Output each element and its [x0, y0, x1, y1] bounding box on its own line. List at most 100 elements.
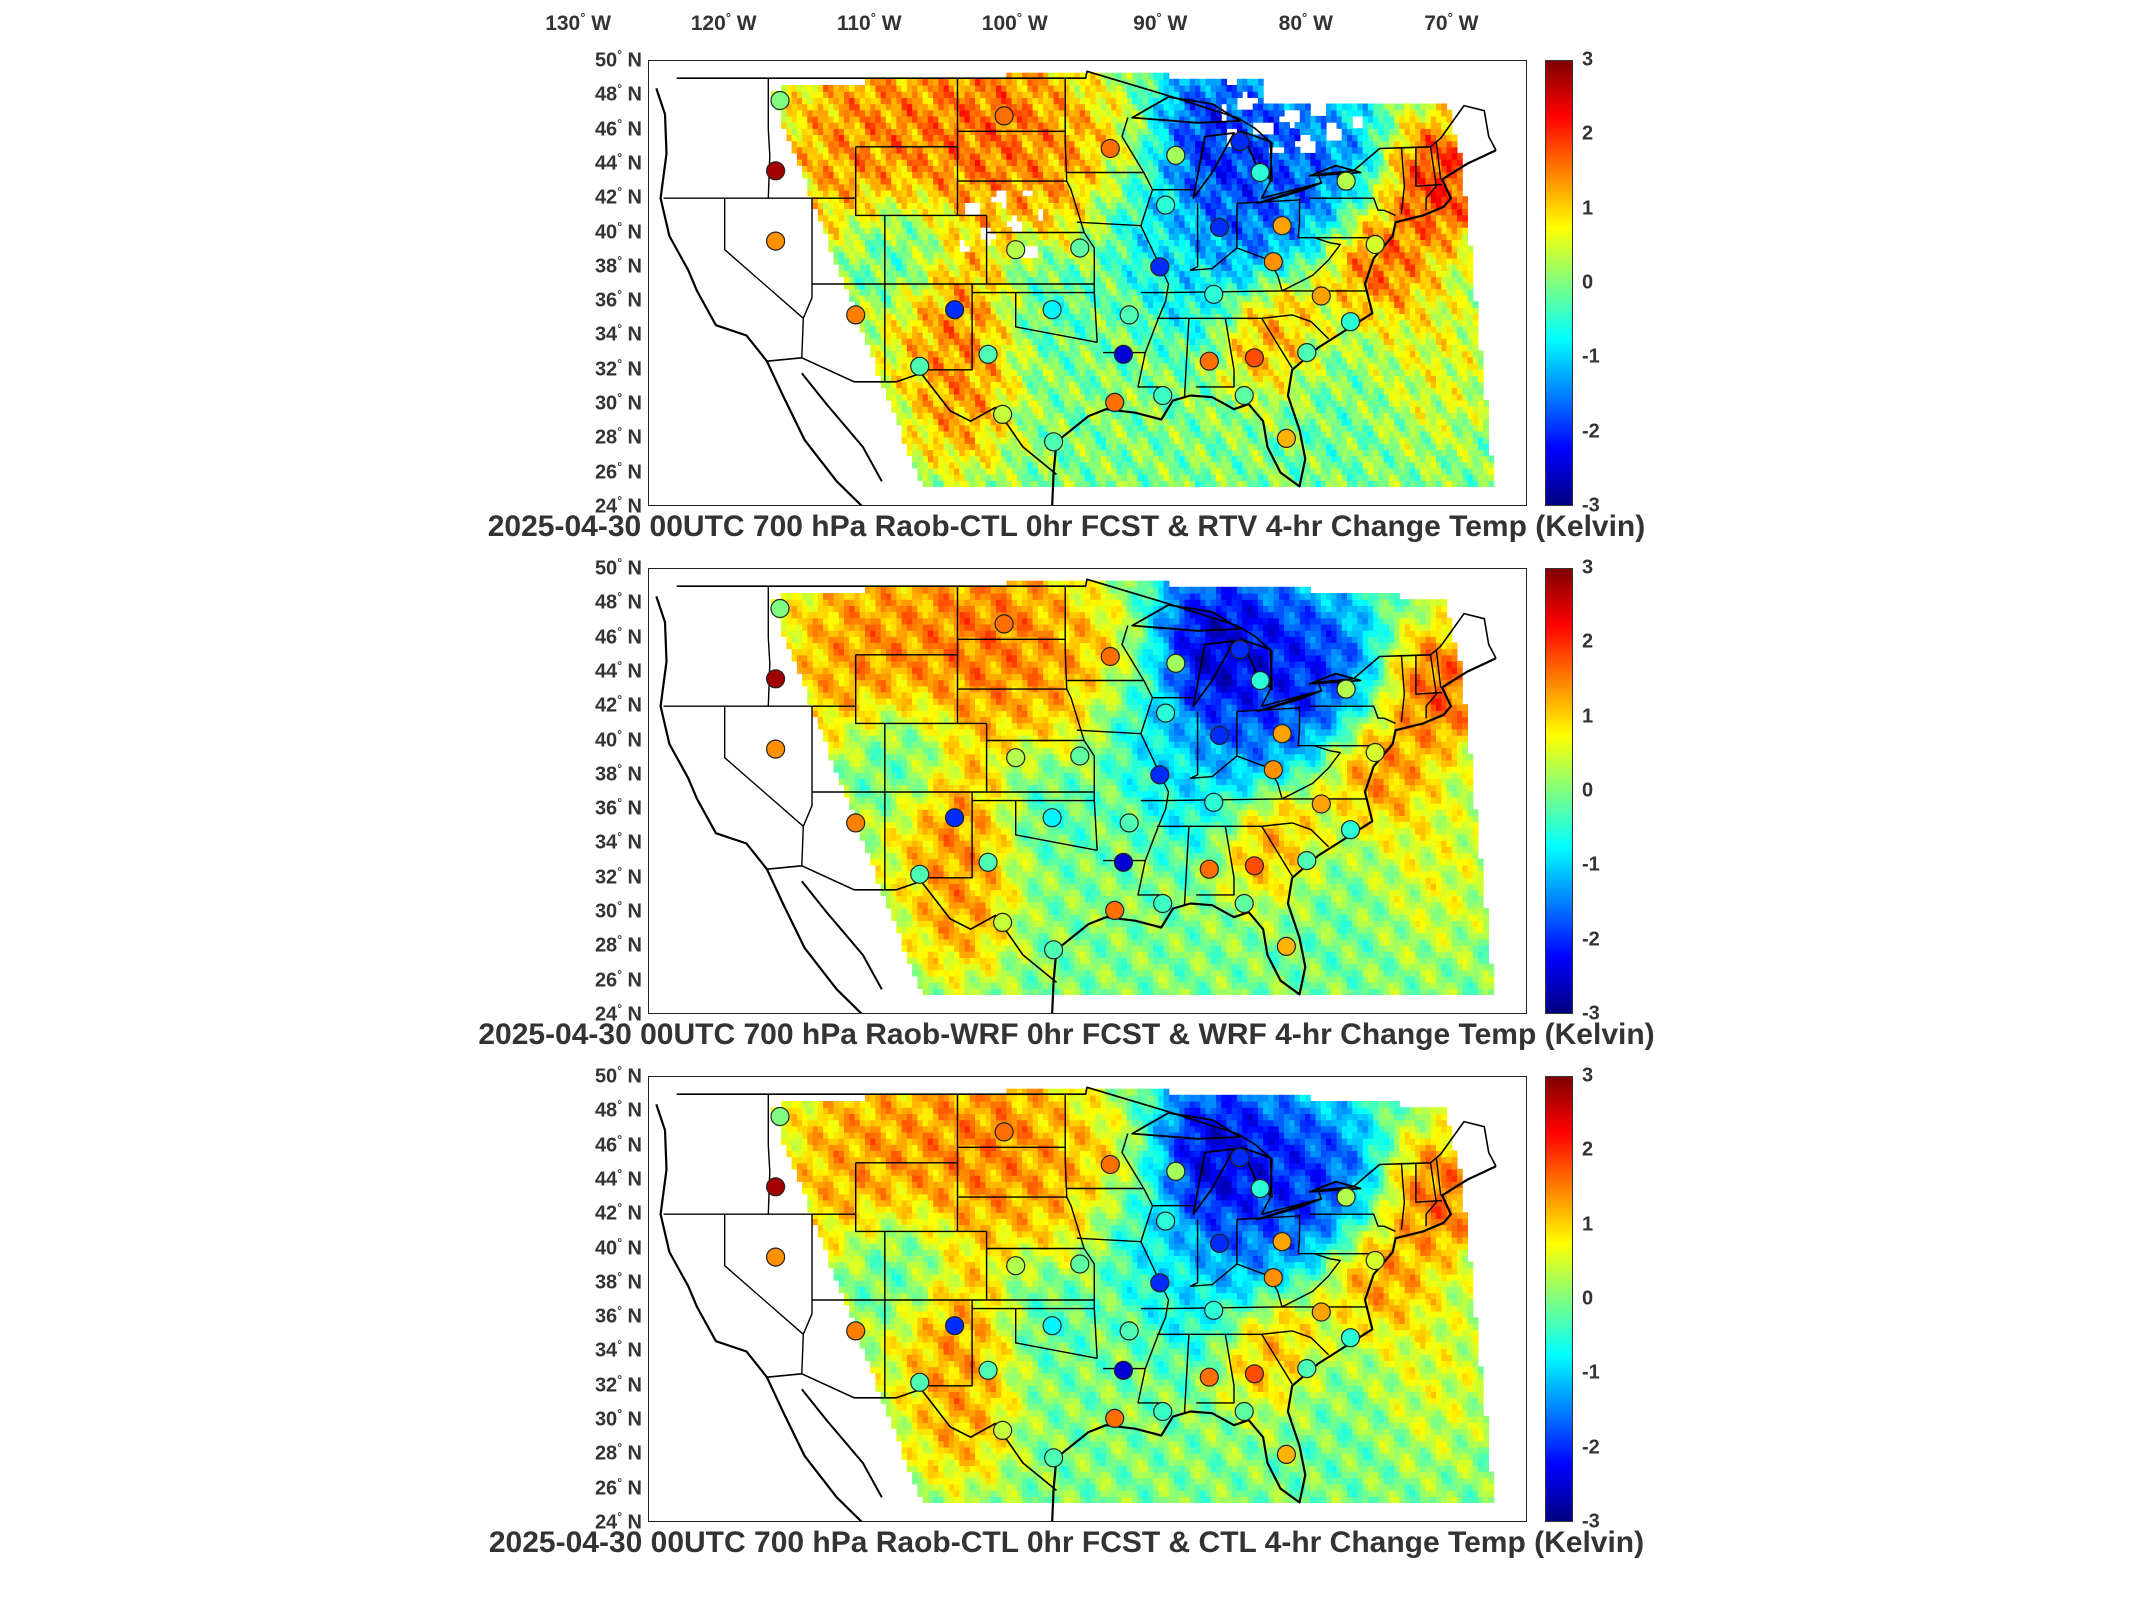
field-cell	[1273, 474, 1280, 481]
field-cell	[1247, 338, 1254, 345]
field-cell	[1079, 227, 1086, 234]
field-cell	[1168, 375, 1175, 383]
field-cell	[1100, 430, 1107, 438]
field-cell	[1263, 227, 1269, 234]
field-cell	[1373, 449, 1379, 457]
field-cell	[1195, 381, 1201, 389]
field-cell	[1268, 375, 1275, 383]
field-cell	[1299, 393, 1306, 401]
field-cell	[954, 362, 960, 370]
field-cell	[906, 400, 913, 407]
field-cell	[912, 406, 918, 413]
field-cell	[1001, 449, 1007, 457]
field-cell	[1111, 338, 1117, 345]
field-cell	[990, 270, 997, 278]
field-cell	[1179, 375, 1186, 383]
field-cell	[1263, 375, 1269, 383]
field-cell	[1116, 239, 1123, 247]
field-cell	[1263, 338, 1269, 345]
field-cell	[1132, 276, 1138, 284]
field-cell	[1415, 443, 1421, 450]
field-cell	[875, 338, 882, 345]
field-cell	[1477, 424, 1484, 432]
field-cell	[1116, 313, 1123, 321]
field-cell	[1231, 233, 1238, 240]
field-cell	[933, 264, 939, 271]
field-cell	[1100, 467, 1107, 475]
field-cell	[1058, 295, 1065, 302]
field-cell	[1326, 467, 1332, 475]
field-cell	[1357, 301, 1364, 308]
field-cell	[1352, 455, 1358, 463]
field-cell	[1189, 350, 1196, 358]
field-cell	[948, 424, 955, 432]
field-cell	[885, 338, 892, 345]
field-cell	[1184, 220, 1191, 228]
field-cell	[985, 437, 992, 444]
field-cell	[906, 251, 913, 259]
field-cell	[838, 251, 845, 259]
field-cell	[1174, 245, 1180, 253]
field-cell	[1210, 239, 1217, 247]
field-cell	[912, 264, 918, 271]
field-cell	[1179, 356, 1186, 364]
field-cell	[1441, 251, 1448, 259]
field-cell	[901, 400, 908, 407]
field-cell	[1420, 381, 1427, 389]
field-cell	[990, 338, 997, 345]
field-cell	[1195, 332, 1201, 339]
field-cell	[1184, 245, 1191, 253]
field-cell	[954, 480, 960, 487]
field-cell	[1022, 344, 1028, 352]
field-cell	[954, 369, 960, 376]
field-cell	[885, 319, 892, 327]
field-cell	[1168, 362, 1175, 370]
field-cell	[1085, 461, 1091, 469]
field-cell	[1106, 350, 1112, 358]
field-cell	[1053, 350, 1060, 358]
field-cell	[880, 233, 887, 240]
field-cell	[1200, 455, 1207, 463]
field-cell	[1467, 467, 1474, 475]
field-cell	[1147, 282, 1154, 290]
field-cell	[1126, 412, 1133, 420]
field-cell	[1111, 424, 1117, 432]
field-cell	[838, 264, 845, 271]
field-cell	[1111, 325, 1117, 333]
field-cell	[1331, 338, 1337, 345]
field-cell	[964, 474, 971, 481]
field-cell	[933, 288, 939, 296]
field-cell	[1320, 381, 1327, 389]
field-cell	[1153, 467, 1159, 475]
field-cell	[980, 369, 986, 376]
degree-symbol: °	[1157, 10, 1162, 25]
field-cell	[885, 362, 892, 370]
field-cell	[1064, 233, 1070, 240]
field-cell	[1331, 270, 1337, 278]
field-cell	[1226, 375, 1233, 383]
field-cell	[1048, 276, 1055, 284]
field-cell	[938, 270, 945, 278]
field-cell	[1221, 338, 1227, 345]
field-cell	[1357, 418, 1364, 426]
field-cell	[1331, 227, 1337, 234]
field-cell	[1106, 375, 1112, 383]
field-cell	[1053, 319, 1060, 327]
field-cell	[1378, 400, 1385, 407]
field-cell	[885, 239, 892, 247]
field-cell	[1195, 264, 1201, 271]
field-cell	[1462, 319, 1468, 327]
field-cell	[833, 227, 840, 234]
longitude-label: 120° W	[691, 10, 757, 36]
field-cell	[938, 356, 945, 364]
field-cell	[880, 381, 887, 389]
field-cell	[1383, 474, 1390, 481]
field-cell	[1299, 338, 1306, 345]
field-cell	[1446, 319, 1453, 327]
field-cell	[1273, 430, 1280, 438]
field-cell	[1373, 301, 1379, 308]
field-cell	[1362, 375, 1369, 383]
field-cell	[1247, 325, 1254, 333]
field-cell	[1472, 356, 1479, 364]
field-cell	[1163, 381, 1170, 389]
